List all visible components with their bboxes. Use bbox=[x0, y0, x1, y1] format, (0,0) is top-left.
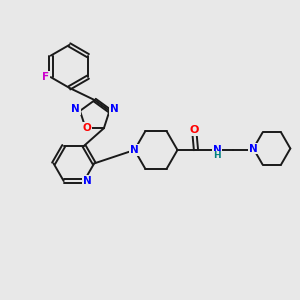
Text: N: N bbox=[71, 104, 80, 114]
Text: N: N bbox=[212, 145, 221, 155]
Text: N: N bbox=[249, 143, 258, 154]
Text: F: F bbox=[42, 72, 49, 82]
Text: N: N bbox=[83, 176, 92, 186]
Text: O: O bbox=[190, 125, 199, 135]
Text: O: O bbox=[83, 123, 92, 133]
Text: N: N bbox=[110, 104, 118, 114]
Text: N: N bbox=[130, 145, 139, 155]
Text: H: H bbox=[213, 152, 221, 160]
